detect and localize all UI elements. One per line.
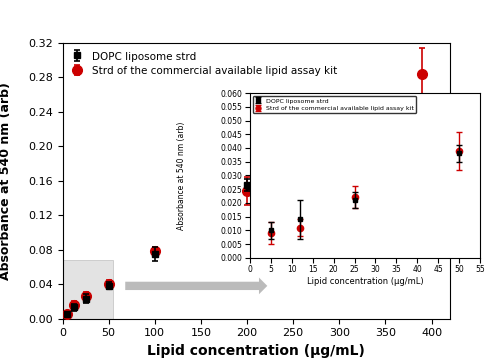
X-axis label: Lipid concentration (µg/mL): Lipid concentration (µg/mL) xyxy=(306,277,424,286)
Y-axis label: Absorbance at 540 nm (arb): Absorbance at 540 nm (arb) xyxy=(176,121,186,229)
Y-axis label: Absorbance at 540 nm (arb): Absorbance at 540 nm (arb) xyxy=(0,82,12,280)
X-axis label: Lipid concentration (µg/mL): Lipid concentration (µg/mL) xyxy=(148,344,365,358)
Legend: DOPC liposome strd, Strd of the commercial available lipid assay kit: DOPC liposome strd, Strd of the commerci… xyxy=(68,48,340,79)
Bar xyxy=(62,260,113,319)
Legend: DOPC liposome strd, Strd of the commercial available lipid assay kit: DOPC liposome strd, Strd of the commerci… xyxy=(253,96,416,113)
